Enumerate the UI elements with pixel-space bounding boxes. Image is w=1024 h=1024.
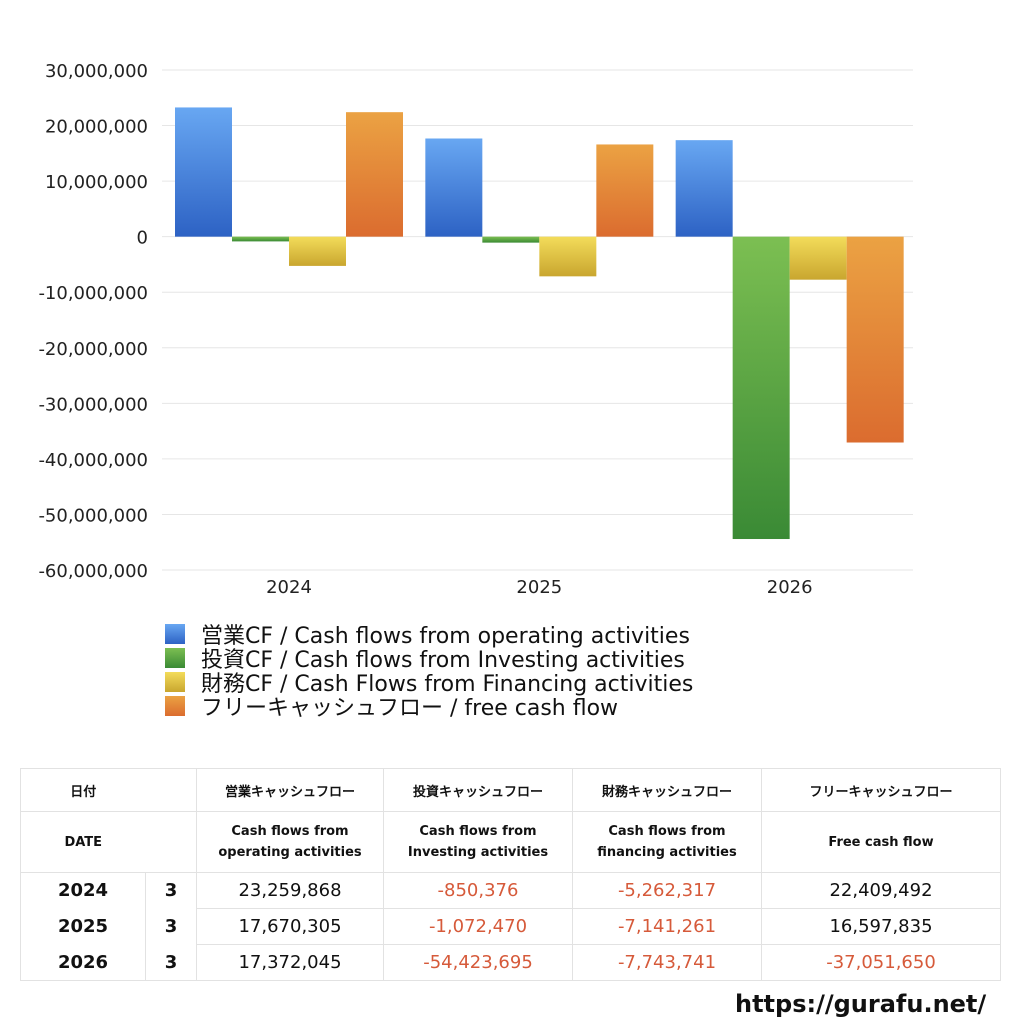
row-free: 16,597,835 — [761, 908, 1001, 945]
table-row: 2026 3 17,372,045 -54,423,695 -7,743,741… — [20, 944, 1001, 981]
y-tick-label: -40,000,000 — [38, 450, 148, 471]
header-free-ja: フリーキャッシュフロー — [761, 768, 1001, 812]
cash-flow-chart: 30,000,000 20,000,000 10,000,000 0 -10,000,0… — [38, 61, 913, 598]
site-credit: https://gurafu.net/ — [735, 990, 987, 1018]
row-investing: -850,376 — [383, 872, 573, 909]
bar-financing-2024 — [289, 236, 346, 266]
row-financing: -7,141,261 — [572, 908, 762, 945]
header-month-en — [145, 811, 197, 873]
row-operating: 23,259,868 — [196, 872, 384, 909]
row-free: -37,051,650 — [761, 944, 1001, 981]
header-operating-en: Cash flows from operating activities — [196, 811, 384, 873]
y-tick-label: -60,000,000 — [38, 561, 148, 582]
header-financing-ja: 財務キャッシュフロー — [572, 768, 762, 812]
table-row: 2024 3 23,259,868 -850,376 -5,262,317 22… — [20, 872, 1001, 909]
legend-item-financing: 財務CF / Cash Flows from Financing activit… — [165, 670, 693, 697]
legend-label-financing: 財務CF / Cash Flows from Financing activit… — [201, 672, 694, 697]
row-year: 2025 — [20, 908, 146, 945]
bars — [175, 107, 904, 540]
y-tick-label: 0 — [137, 228, 148, 249]
y-tick-label: 10,000,000 — [45, 172, 148, 193]
bar-free-2026 — [846, 236, 904, 443]
bar-free-2024 — [346, 112, 403, 237]
y-tick-label: 20,000,000 — [45, 117, 148, 138]
y-tick-label: 30,000,000 — [45, 61, 148, 82]
legend: 営業CF / Cash flows from operating activit… — [165, 622, 693, 721]
legend-swatch-free — [165, 696, 185, 716]
header-financing-en: Cash flows from financing activities — [572, 811, 762, 873]
legend-item-investing: 投資CF / Cash flows from Investing activit… — [165, 646, 693, 673]
header-investing-ja: 投資キャッシュフロー — [383, 768, 573, 812]
y-tick-label: -20,000,000 — [38, 339, 148, 360]
row-investing: -1,072,470 — [383, 908, 573, 945]
y-tick-label: -10,000,000 — [38, 283, 148, 304]
row-operating: 17,670,305 — [196, 908, 384, 945]
y-axis-ticks: 30,000,000 20,000,000 10,000,000 0 -10,000,0… — [38, 61, 148, 582]
row-investing: -54,423,695 — [383, 944, 573, 981]
x-axis-ticks: 2024 2025 2026 — [266, 577, 812, 598]
row-operating: 17,372,045 — [196, 944, 384, 981]
row-financing: -5,262,317 — [572, 872, 762, 909]
row-free: 22,409,492 — [761, 872, 1001, 909]
legend-swatch-investing — [165, 648, 185, 668]
bar-free-2025 — [596, 144, 654, 237]
x-tick-label: 2024 — [266, 577, 312, 598]
row-year: 2026 — [20, 944, 146, 981]
bar-investing-2026 — [732, 236, 790, 540]
bar-investing-2024 — [232, 236, 289, 242]
bar-investing-2025 — [482, 236, 540, 243]
header-operating-ja: 営業キャッシュフロー — [196, 768, 384, 812]
row-month: 3 — [145, 872, 197, 909]
y-tick-label: -30,000,000 — [38, 394, 148, 415]
legend-item-operating: 営業CF / Cash flows from operating activit… — [165, 622, 693, 649]
header-date-en: DATE — [20, 811, 146, 873]
table-header-ja: 日付 営業キャッシュフロー 投資キャッシュフロー 財務キャッシュフロー フリーキ… — [20, 768, 1001, 812]
bar-financing-2025 — [539, 236, 597, 277]
row-month: 3 — [145, 908, 197, 945]
table-header-en: DATE Cash flows from operating activities… — [20, 811, 1001, 873]
header-month-ja — [145, 768, 197, 812]
cash-flow-table: 日付 営業キャッシュフロー 投資キャッシュフロー 財務キャッシュフロー フリーキ… — [20, 768, 1001, 981]
legend-swatch-financing — [165, 672, 185, 692]
legend-label-free: フリーキャッシュフロー / free cash flow — [201, 696, 619, 721]
bar-operating-2026 — [675, 140, 733, 237]
header-investing-en: Cash flows from Investing activities — [383, 811, 573, 873]
legend-item-free: フリーキャッシュフロー / free cash flow — [165, 694, 693, 721]
header-date-ja: 日付 — [20, 768, 146, 812]
bar-operating-2025 — [425, 138, 483, 237]
row-financing: -7,743,741 — [572, 944, 762, 981]
row-year: 2024 — [20, 872, 146, 909]
legend-label-investing: 投資CF / Cash flows from Investing activit… — [201, 648, 685, 673]
table-row: 2025 3 17,670,305 -1,072,470 -7,141,261 … — [20, 908, 1001, 945]
x-tick-label: 2025 — [516, 577, 562, 598]
y-tick-label: -50,000,000 — [38, 505, 148, 526]
legend-label-operating: 営業CF / Cash flows from operating activit… — [201, 624, 690, 649]
header-free-en: Free cash flow — [761, 811, 1001, 873]
row-month: 3 — [145, 944, 197, 981]
grid-lines — [162, 69, 913, 571]
bar-operating-2024 — [175, 107, 232, 237]
x-tick-label: 2026 — [767, 577, 813, 598]
bar-financing-2026 — [789, 236, 847, 280]
legend-swatch-operating — [165, 624, 185, 644]
